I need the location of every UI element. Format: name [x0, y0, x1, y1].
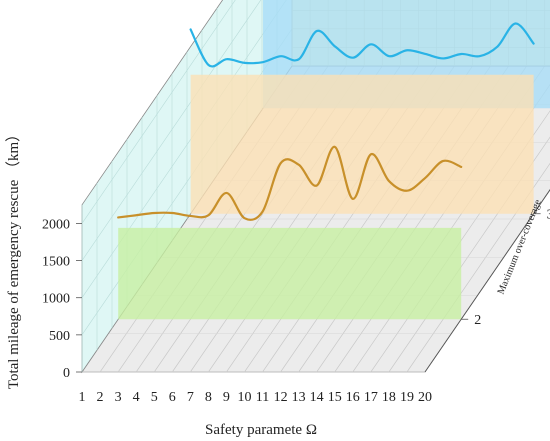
x-tick-label: 9: [223, 390, 230, 405]
x-tick-label: 10: [237, 390, 251, 405]
y-tick-label: 1500: [42, 255, 70, 270]
series-z2-line: [117, 145, 463, 221]
y-tick-label: 2000: [42, 217, 70, 232]
x-tick-label: 1: [79, 390, 86, 405]
x-tick-label: 4: [133, 390, 140, 405]
x-tick-label: 6: [169, 390, 176, 405]
series-z2-area: [118, 227, 462, 320]
x-tick-label: 3: [115, 390, 122, 405]
left-wall-grid: [81, 0, 262, 261]
x-tick-label: 16: [346, 390, 360, 405]
left-wall-grid: [81, 0, 287, 298]
series-z3-line: [189, 22, 535, 68]
y-tick-label: 500: [49, 329, 70, 344]
x-tick-label: 8: [205, 390, 212, 405]
x-tick-label: 13: [292, 390, 306, 405]
y-tick-label: 1000: [42, 292, 70, 307]
x-axis-label: Safety paramete Ω: [205, 422, 317, 438]
x-tick-label: 7: [187, 390, 194, 405]
tick-labels: 1 2 3 4 5 6 7 8 9 10 11 12 13 14 15 16 17 18 19 20050010001…: [42, 189, 550, 405]
x-tick-label: 11: [256, 390, 269, 405]
z-tick-label: 2: [474, 313, 481, 328]
x-tick-label: 17: [364, 390, 378, 405]
x-tick-label: 15: [328, 390, 342, 405]
x-tick-label: 20: [418, 390, 432, 405]
series-z3-area: [190, 74, 534, 214]
x-tick-label: 14: [310, 390, 324, 405]
z-tick-label: 3: [547, 208, 550, 223]
x-tick-label: 18: [382, 390, 396, 405]
y-tick-label: 0: [63, 366, 70, 381]
x-tick-label: 12: [274, 390, 288, 405]
left-wall-grid: [81, 0, 236, 224]
z-axis-line: [424, 189, 550, 373]
x-tick-label: 19: [400, 390, 414, 405]
series-group: [117, 0, 550, 320]
x-tick-label: 2: [97, 390, 104, 405]
y-axis-label: Total mileage of emergency rescue （km）: [5, 127, 22, 389]
x-tick-label: 5: [151, 390, 158, 405]
